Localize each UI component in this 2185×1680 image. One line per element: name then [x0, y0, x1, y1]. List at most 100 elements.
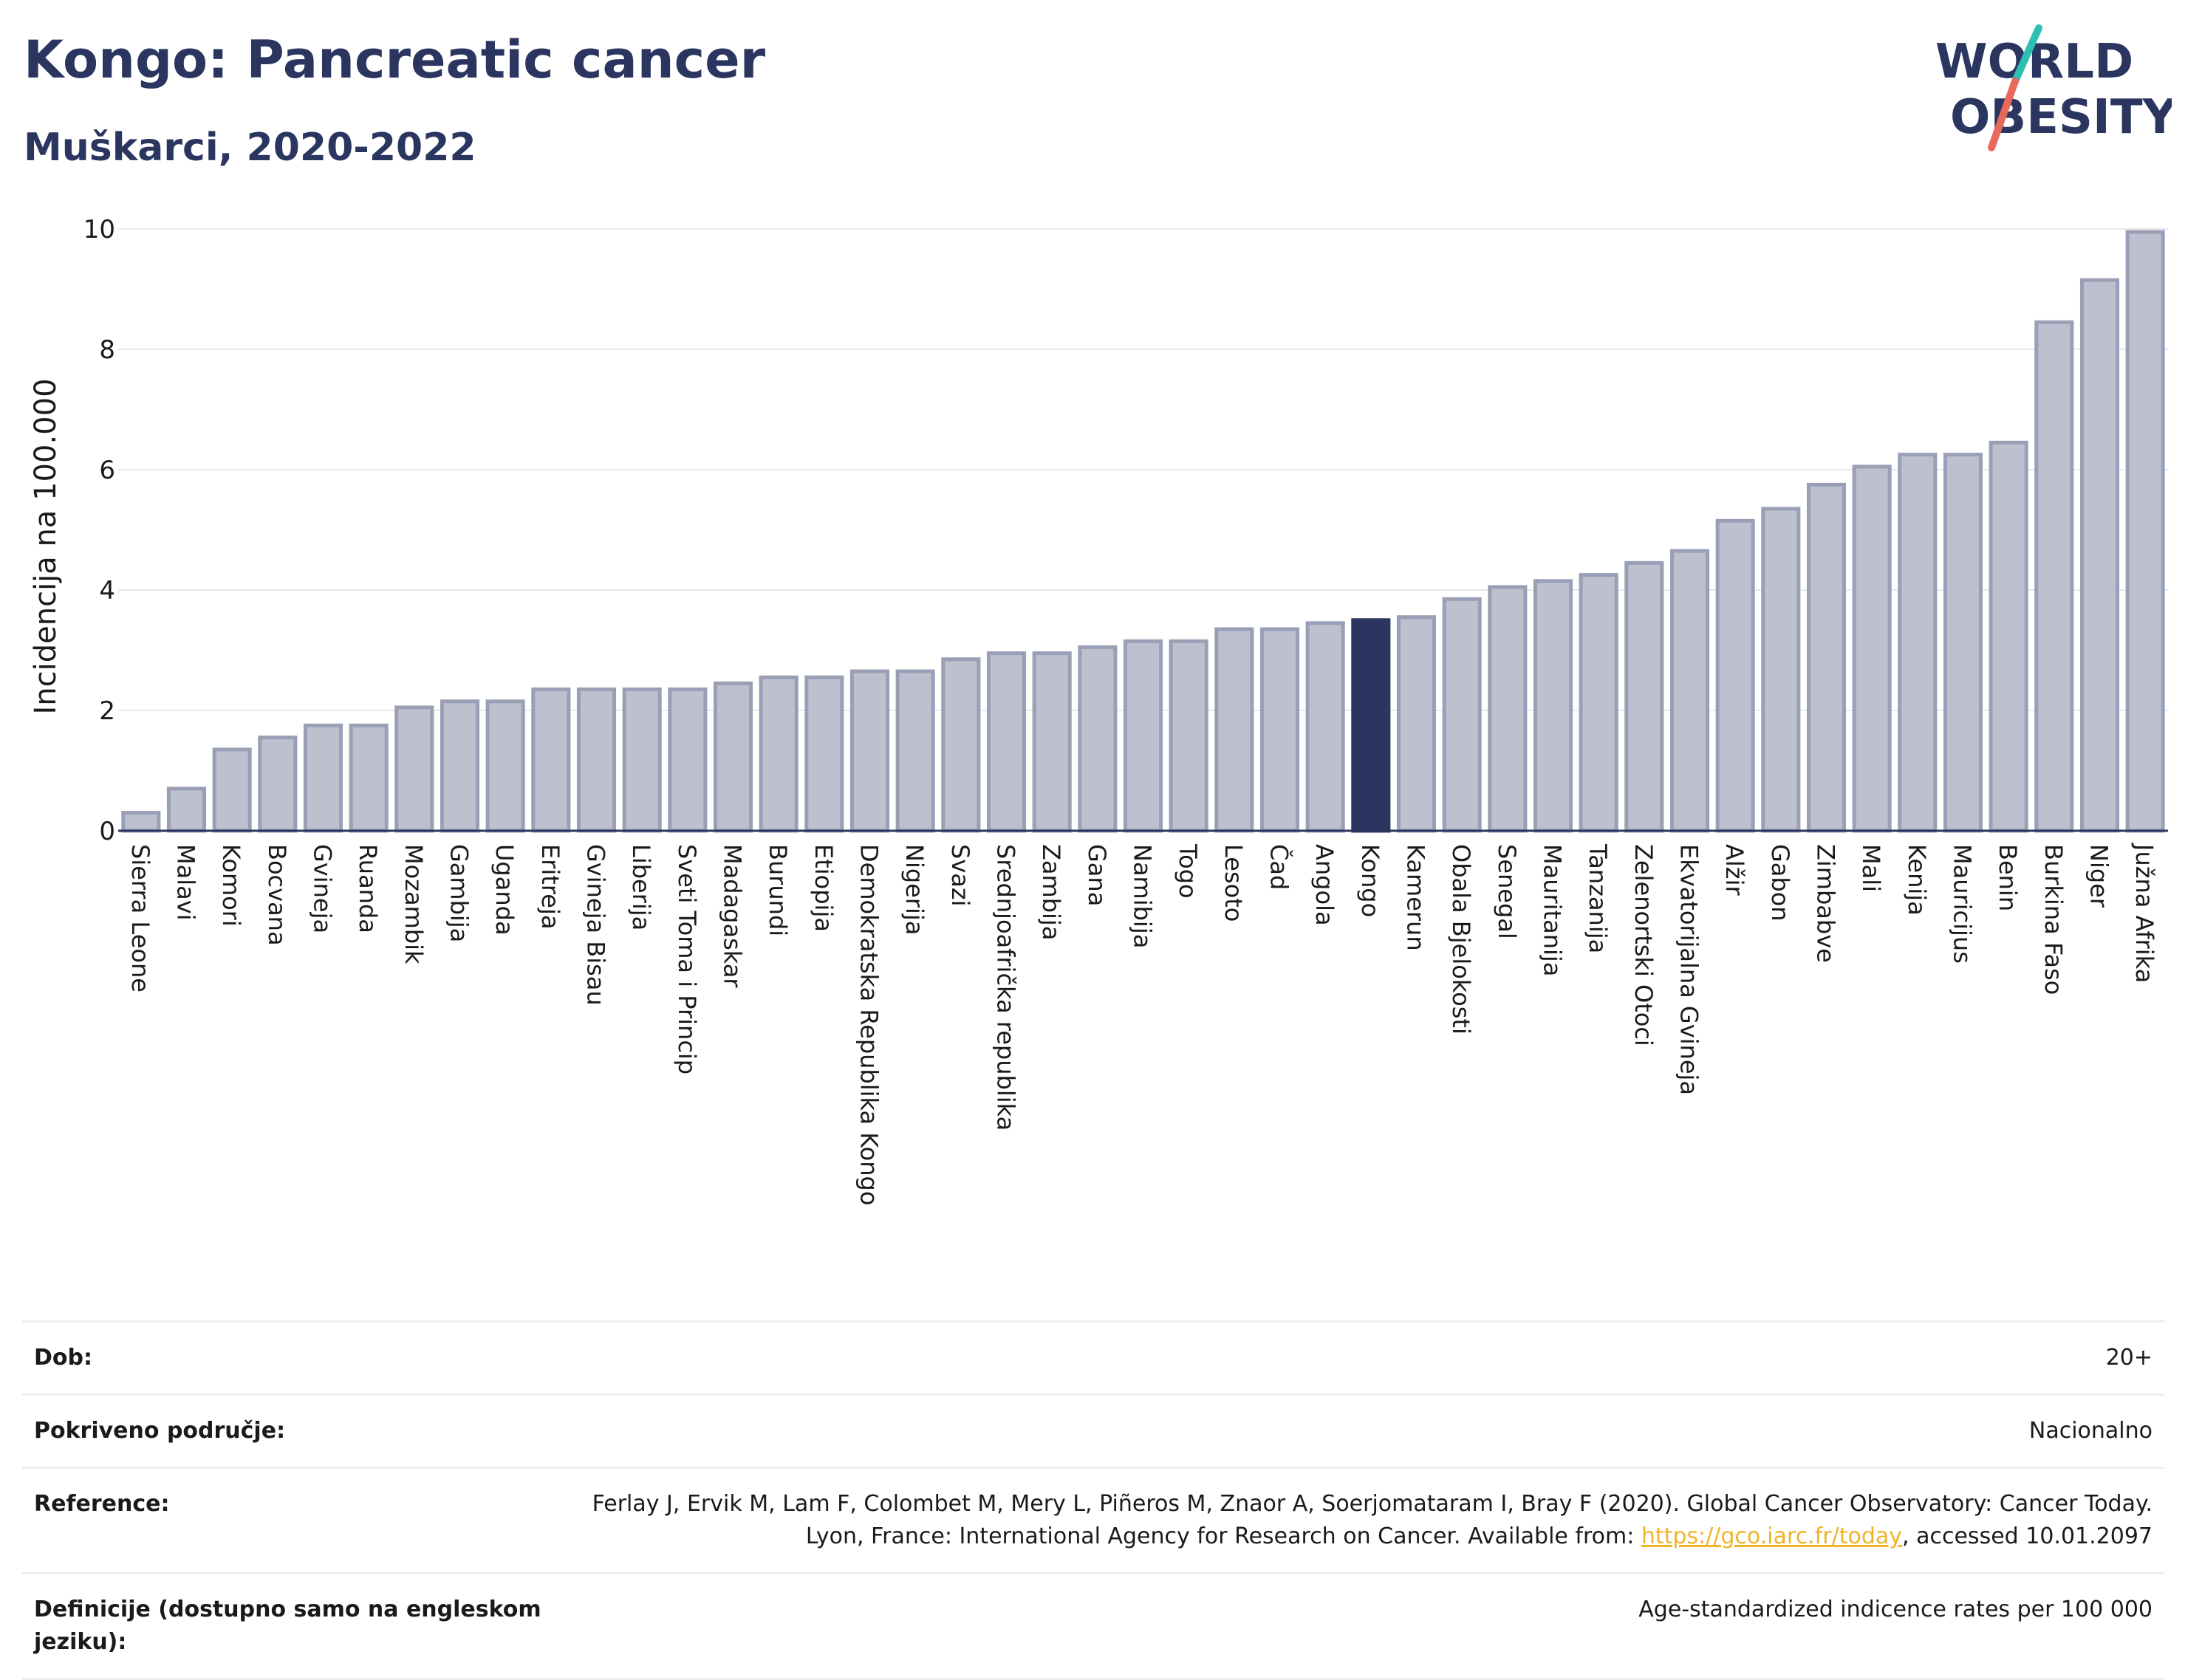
y-tick-label: 2 [99, 696, 115, 726]
y-tick-label: 8 [99, 335, 115, 365]
bar [121, 811, 161, 833]
x-tick-label: Ruanda [354, 844, 382, 933]
x-tick-label: Sierra Leone [126, 844, 154, 992]
meta-label-coverage: Pokriveno područje: [34, 1418, 286, 1444]
bar [1396, 615, 1437, 833]
meta-value-definitions: Age-standardized indicence rates per 100… [1638, 1597, 2152, 1622]
meta-label-reference: Reference: [34, 1491, 170, 1517]
x-tick-label: Uganda [490, 844, 519, 936]
x-tick-label: Gabon [1766, 844, 1794, 922]
bar [713, 681, 753, 833]
bar [941, 657, 981, 833]
bar [303, 723, 343, 833]
bar [531, 687, 571, 833]
bar [1761, 507, 1801, 833]
bar [1442, 597, 1482, 833]
bar [2125, 230, 2165, 833]
bar [1806, 482, 1847, 833]
bar [1123, 639, 1163, 833]
metadata-table: Dob: 20+ Pokriveno područje: Nacionalno … [22, 1320, 2164, 1680]
world-obesity-logo: WORLD OBESITY [1935, 24, 2172, 151]
x-tick-label: Čad [1265, 844, 1294, 890]
x-tick-label: Senegal [1493, 844, 1521, 939]
y-tick-label: 0 [99, 817, 115, 846]
bar [759, 675, 799, 833]
x-tick-label: Zelenortski Otoci [1630, 844, 1658, 1046]
x-tick-label: Obala Bjelokosti [1447, 844, 1475, 1035]
bar [1898, 453, 1938, 833]
x-tick-label: Liberija [627, 844, 655, 930]
x-tick-label: Togo [1174, 843, 1202, 899]
x-tick-label: Gvineja [309, 844, 337, 933]
x-tick-label: Eritreja [536, 844, 564, 929]
bar [1943, 453, 1983, 833]
bar [440, 699, 480, 833]
bar [485, 699, 525, 833]
x-tick-label: Komori [217, 844, 245, 927]
x-tick-label: Malavi [172, 844, 200, 921]
x-tick-label: Svazi [946, 844, 974, 907]
bar [1259, 627, 1300, 833]
bar [1078, 645, 1118, 833]
category-labels: Sierra Leone Malavi Komori Bocvana Gvineja Ru… [126, 843, 2158, 1205]
bar [1852, 464, 1892, 833]
bar [668, 687, 708, 833]
y-tick-label: 4 [99, 576, 115, 606]
x-tick-label: Mauricijus [1949, 844, 1977, 964]
meta-value-reference: Ferlay J, Ervik M, Lam F, Colombet M, Me… [566, 1488, 2152, 1553]
meta-row-reference: Reference: Ferlay J, Ervik M, Lam F, Col… [22, 1467, 2164, 1572]
bar [349, 723, 389, 833]
bar [986, 651, 1027, 833]
bar [804, 675, 844, 833]
logo-accent-coral [1988, 78, 2019, 151]
x-tick-label: Burundi [764, 844, 792, 936]
x-tick-label: Etiopija [810, 844, 838, 932]
bar [622, 687, 662, 833]
meta-row-definitions: Definicije (dostupno samo na engleskom j… [22, 1572, 2164, 1680]
reference-accessed: , accessed 10.01.2097 [1902, 1523, 2152, 1549]
x-tick-label: Lesoto [1220, 844, 1248, 922]
bar [1032, 651, 1072, 833]
x-tick-label: Ekvatorijalna Gvineja [1675, 844, 1703, 1095]
x-tick-label: Madagaskar [719, 844, 747, 988]
bar [212, 747, 252, 833]
x-tick-label: Tanzanija [1584, 843, 1612, 953]
x-tick-label: Gambija [445, 844, 473, 942]
x-tick-label: Burkina Faso [2039, 844, 2068, 995]
x-tick-label: Demokratska Republika Kongo [855, 844, 883, 1205]
bar [1624, 560, 1664, 833]
bar [2079, 278, 2120, 833]
meta-label-age: Dob: [34, 1345, 92, 1371]
x-tick-label: Alžir [1720, 844, 1748, 896]
bar [258, 736, 298, 833]
bar [1488, 585, 1528, 833]
x-tick-label: Kamerun [1402, 844, 1430, 951]
x-tick-label: Zambija [1037, 844, 1065, 940]
x-tick-label: Benin [1994, 844, 2022, 911]
bar-highlight [1351, 618, 1391, 833]
bar [2034, 320, 2074, 833]
x-tick-label: Srednjoafrička republika [992, 844, 1020, 1131]
bar [1305, 621, 1345, 833]
x-tick-label: Mozambik [400, 844, 428, 964]
chart-subtitle: Muškarci, 2020-2022 [24, 126, 476, 170]
x-tick-label: Južna Afrika [2130, 843, 2158, 983]
bar [1669, 549, 1710, 833]
meta-value-age: 20+ [2105, 1345, 2152, 1371]
meta-row-coverage: Pokriveno područje: Nacionalno [22, 1393, 2164, 1467]
bar [1715, 518, 1755, 833]
y-axis-title: Incidencija na 100.000 [29, 378, 63, 714]
reference-link[interactable]: https://gco.iarc.fr/today [1641, 1523, 1903, 1549]
axes: 0 2 4 6 8 10 [83, 215, 2168, 846]
meta-label-definitions: Definicije (dostupno samo na engleskom j… [34, 1597, 541, 1655]
meta-row-age: Dob: 20+ [22, 1320, 2164, 1393]
y-tick-label: 10 [83, 215, 115, 244]
bar [895, 669, 935, 833]
reference-text: Ferlay J, Ervik M, Lam F, Colombet M, Me… [592, 1491, 2152, 1549]
bars [121, 230, 2165, 833]
bar [1214, 627, 1254, 833]
bar [394, 705, 434, 833]
bar [166, 786, 207, 833]
bar [1579, 573, 1618, 833]
x-tick-label: Nigerija [900, 844, 929, 935]
